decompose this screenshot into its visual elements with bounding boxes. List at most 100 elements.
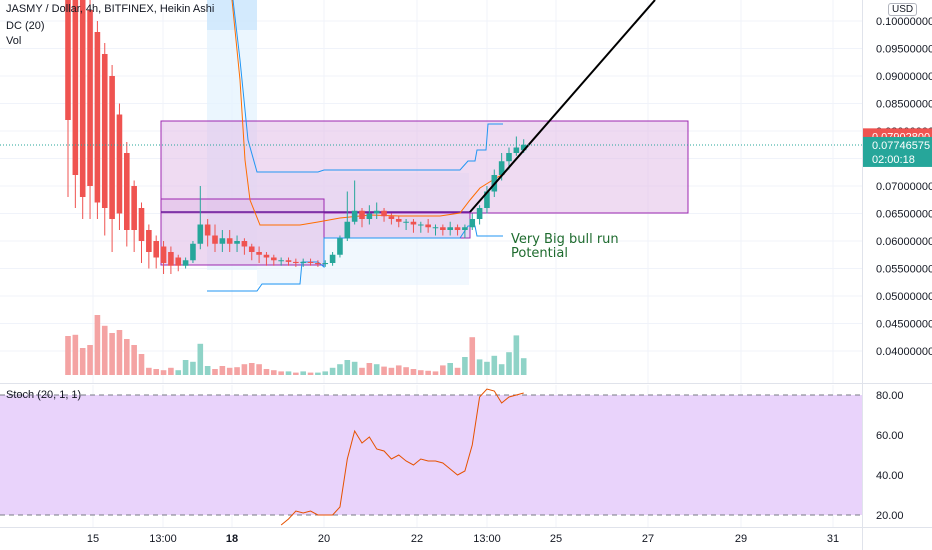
volume-bar — [241, 364, 248, 375]
volume-bar — [212, 369, 218, 375]
volume-bar — [366, 363, 373, 375]
volume-bar — [87, 345, 93, 375]
volume-bar — [131, 345, 137, 375]
stoch-band — [0, 395, 862, 515]
candle-body — [322, 263, 329, 265]
volume-bar — [403, 367, 409, 375]
volume-bar — [116, 330, 123, 375]
drawing-rectangles[interactable] — [160, 120, 689, 266]
volume-bar — [124, 339, 130, 375]
volume-bar — [79, 348, 86, 375]
candle-body — [124, 153, 130, 230]
volume-bar — [410, 369, 417, 375]
candle-body — [153, 241, 159, 258]
price-tick-label: 0.04000000 — [876, 346, 932, 358]
stoch-tick-label: 80.00 — [876, 390, 904, 402]
stochastic-pane: 80.00 60.00 40.00 20.00 — [0, 388, 904, 526]
candle-body — [381, 210, 387, 217]
bar-countdown-text: 02:00:18 — [872, 154, 915, 166]
volume-bar — [101, 325, 108, 375]
stoch-indicator-label[interactable]: Stoch (20, 1, 1) — [6, 389, 82, 401]
volume-bar — [204, 366, 211, 375]
volume-bar — [234, 367, 240, 375]
price-tick-label: 0.09500000 — [876, 44, 932, 56]
volume-bar — [462, 357, 468, 375]
candle-body — [212, 235, 218, 244]
indicator-vol-label[interactable]: Vol — [6, 35, 22, 47]
volume-bar — [72, 334, 79, 375]
volume-bar — [520, 358, 527, 375]
trend-line[interactable] — [469, 0, 656, 213]
volume-bar — [381, 366, 387, 375]
time-tick-label: 15 — [87, 533, 99, 545]
currency-button[interactable]: USD — [888, 3, 918, 16]
candle-body — [285, 260, 292, 262]
price-tick-label: 0.10000000 — [876, 16, 932, 28]
volume-bar — [395, 365, 402, 375]
volume-bar — [484, 361, 490, 375]
candle-body — [498, 161, 505, 175]
candle-body — [168, 252, 174, 266]
candle-body — [146, 230, 152, 252]
candle-body — [263, 254, 270, 258]
volume-bar — [226, 367, 233, 375]
price-tick-label: 0.06000000 — [876, 236, 932, 248]
volume-bar — [315, 372, 321, 375]
candle-body — [79, 0, 86, 197]
bullish-trend-line[interactable] — [469, 0, 656, 213]
annotation-line-2[interactable]: Potential — [511, 246, 568, 261]
candle-body — [94, 32, 101, 203]
candle-body — [226, 238, 233, 244]
candle-body — [513, 147, 520, 153]
candle-body — [410, 221, 417, 225]
candle-body — [462, 227, 468, 230]
candle-body — [454, 227, 461, 230]
volume-bar — [469, 337, 476, 375]
volume-bar — [182, 360, 189, 375]
time-tick-label: 25 — [550, 533, 562, 545]
volume-bar — [271, 370, 277, 375]
price-tick-label: 0.07000000 — [876, 181, 932, 193]
symbol-title[interactable]: JASMY / Dollar, 4h, BITFINEX, Heikin Ash… — [6, 3, 215, 15]
price-tick-label: 0.05500000 — [876, 264, 932, 276]
time-tick-label: 13:00 — [473, 533, 501, 545]
volume-bar — [418, 370, 424, 375]
candle-body — [388, 216, 395, 219]
candle-body — [197, 224, 204, 244]
candle-body — [101, 54, 108, 208]
candle-body — [65, 0, 71, 120]
time-tick-label: 27 — [642, 533, 654, 545]
volume-bar — [388, 367, 395, 375]
candle-body — [351, 210, 358, 222]
volume-bar — [300, 371, 306, 375]
time-axis: 15 13:00 18 20 22 13:00 25 27 29 31 — [87, 533, 839, 545]
volume-bar — [146, 367, 152, 375]
annotation-line-1[interactable]: Very Big bull run — [511, 232, 619, 247]
volume-bar — [425, 370, 431, 375]
candle-body — [395, 219, 402, 222]
volume-bar — [322, 371, 329, 375]
candle-body — [344, 221, 351, 239]
dc-upper-line — [232, 0, 503, 173]
time-tick-label: 18 — [226, 533, 238, 545]
stoch-tick-label: 40.00 — [876, 470, 904, 482]
price-tick-label: 0.06500000 — [876, 209, 932, 221]
price-tick-label: 0.04500000 — [876, 319, 932, 331]
candle-body — [234, 241, 240, 244]
volume-bar — [329, 367, 336, 375]
volume-bar — [513, 335, 520, 375]
candle-body — [337, 238, 343, 255]
candle-body — [418, 224, 424, 226]
stoch-tick-label: 60.00 — [876, 430, 904, 442]
accumulation-box — [160, 198, 325, 266]
candle-body — [241, 241, 248, 247]
price-tick-label: 0.09000000 — [876, 71, 932, 83]
indicator-dc-label[interactable]: DC (20) — [6, 20, 45, 32]
candle-body — [432, 227, 439, 229]
candle-body — [484, 191, 490, 208]
volume-bar — [256, 364, 262, 375]
volume-bar — [307, 372, 314, 375]
candle-body — [72, 0, 79, 175]
volume-bar — [491, 355, 498, 375]
